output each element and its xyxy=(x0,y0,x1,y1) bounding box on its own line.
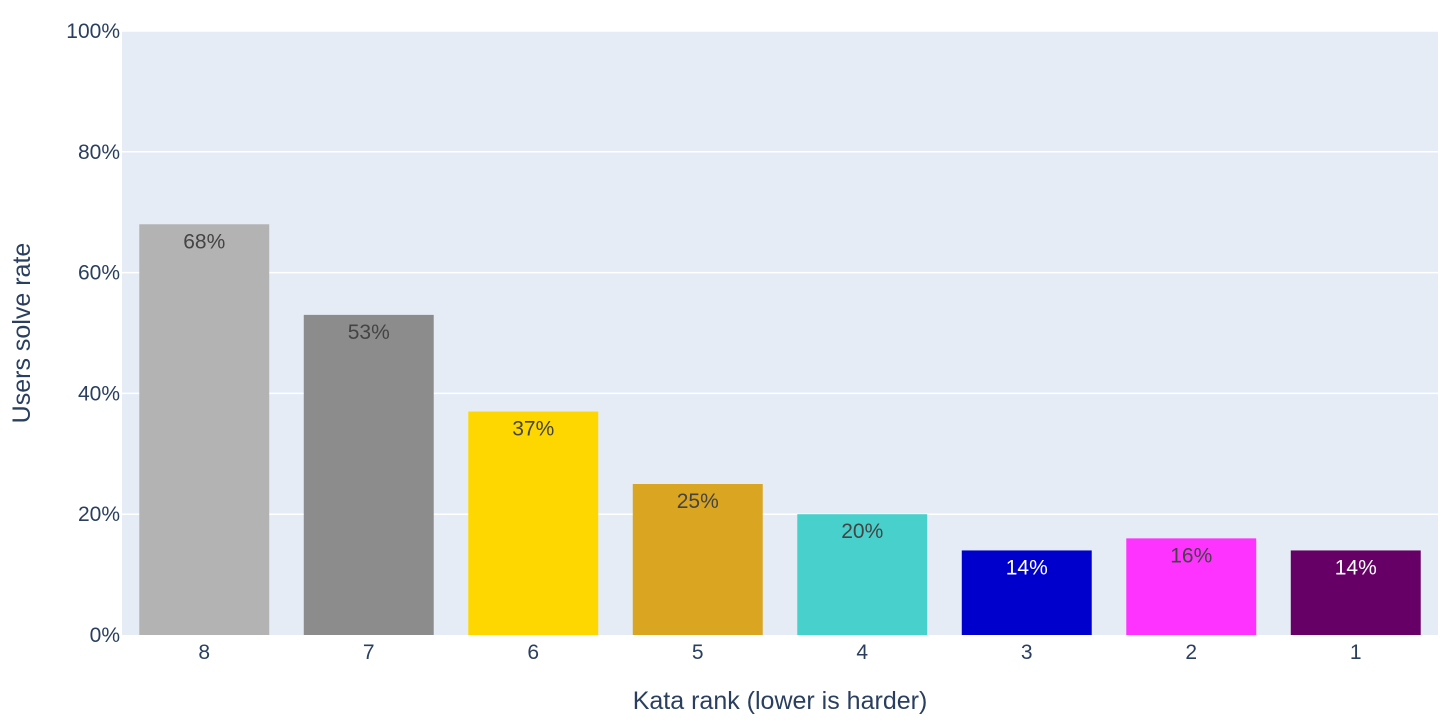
x-tick-label: 3 xyxy=(1021,641,1033,664)
bar-rank-8 xyxy=(139,224,270,635)
bar-value-label: 20% xyxy=(841,520,883,543)
y-tick-label: 20% xyxy=(78,503,120,526)
bar-rank-2 xyxy=(1126,538,1257,635)
bar-value-label: 53% xyxy=(348,321,390,344)
bar-value-label: 68% xyxy=(183,230,225,253)
bar-rank-1 xyxy=(1290,550,1421,635)
y-tick-label: 60% xyxy=(78,262,120,285)
bars xyxy=(139,224,1421,635)
y-tick-label: 0% xyxy=(90,624,120,647)
bar-rank-6 xyxy=(468,411,599,635)
x-tick-label: 7 xyxy=(363,641,375,664)
bar-value-label: 25% xyxy=(677,490,719,513)
bar-rank-7 xyxy=(303,314,434,635)
y-tick-label: 40% xyxy=(78,382,120,405)
x-tick-label: 2 xyxy=(1185,641,1197,664)
bar-rank-4 xyxy=(797,514,928,635)
bar-rank-5 xyxy=(632,484,763,635)
x-axis-title: Kata rank (lower is harder) xyxy=(633,687,928,715)
x-tick-label: 8 xyxy=(198,641,210,664)
bar-rank-3 xyxy=(961,550,1092,635)
x-tick-label: 5 xyxy=(692,641,704,664)
x-tick-label: 6 xyxy=(527,641,539,664)
x-axis-ticks: 8 7 6 5 4 3 2 1 xyxy=(198,641,1361,664)
bar-value-label: 14% xyxy=(1006,556,1048,579)
bar-value-label: 16% xyxy=(1170,544,1212,567)
bar-value-label: 14% xyxy=(1335,556,1377,579)
bar-value-label: 37% xyxy=(512,418,554,441)
y-axis-ticks: 0% 20% 40% 60% 80% 100% xyxy=(66,20,120,647)
y-tick-label: 100% xyxy=(66,20,120,43)
bar-labels: 68% 53% 37% 25% 20% 14% 16% 14% xyxy=(183,230,1377,579)
x-tick-label: 1 xyxy=(1350,641,1362,664)
x-tick-label: 4 xyxy=(856,641,868,664)
y-axis-title: Users solve rate xyxy=(8,243,36,424)
y-tick-label: 80% xyxy=(78,141,120,164)
